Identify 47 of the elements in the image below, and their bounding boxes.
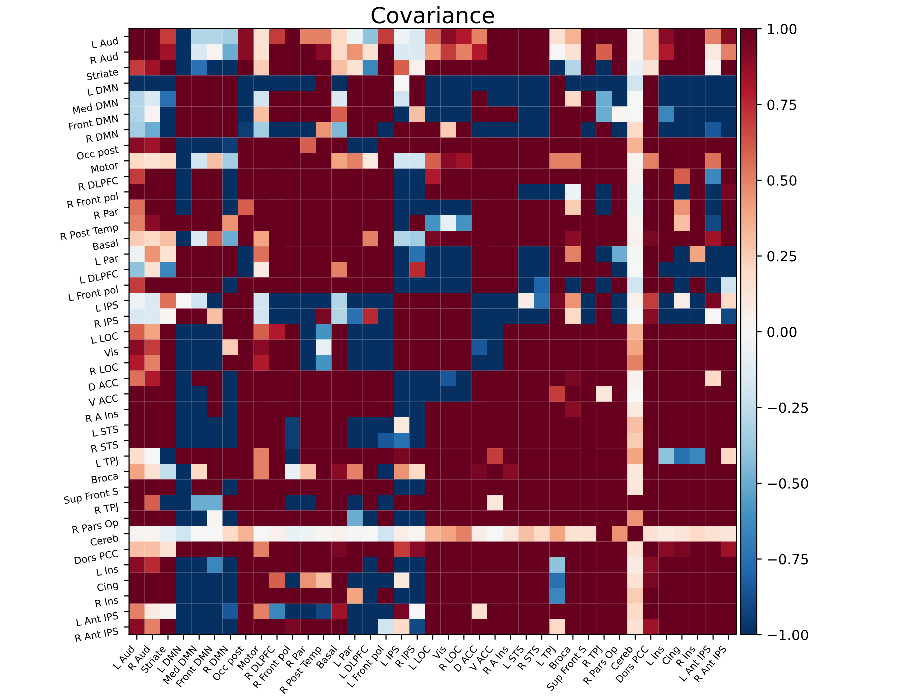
y-tick-label: R Front pol bbox=[67, 192, 119, 210]
y-tick-label: R LOC bbox=[90, 363, 119, 376]
y-tick-label: V ACC bbox=[88, 394, 119, 407]
y-tick-label: Occ post bbox=[76, 146, 120, 162]
color-bar-label: 0.50 bbox=[768, 175, 797, 186]
y-tick-label: L STS bbox=[92, 425, 119, 438]
y-tick-label: R Ant IPS bbox=[75, 627, 119, 642]
y-tick-label: D ACC bbox=[88, 378, 119, 392]
y-tick-label: Broca bbox=[92, 472, 118, 484]
y-tick-label: R DLPFC bbox=[78, 176, 119, 191]
y-tick-label: R Aud bbox=[90, 52, 118, 65]
color-bar-label: 0.75 bbox=[768, 100, 796, 110]
color-bar-label: 0.00 bbox=[768, 326, 797, 338]
y-tick-label: Motor bbox=[91, 161, 120, 174]
y-tick-label: L LOC bbox=[91, 332, 119, 344]
color-bar-label: 1.00 bbox=[768, 24, 797, 34]
y-tick-label: Front DMN bbox=[68, 114, 118, 131]
y-tick-label: L Aud bbox=[92, 36, 118, 49]
y-tick-label: L Ant IPS bbox=[76, 612, 119, 626]
y-tick-label: Cereb bbox=[90, 534, 119, 546]
y-tick-label: L TPJ bbox=[96, 456, 119, 470]
y-tick-label: R DMN bbox=[86, 130, 118, 143]
y-tick-label: L DMN bbox=[88, 84, 118, 96]
y-tick-label: Striate bbox=[86, 68, 119, 81]
y-tick-label: L DLPFC bbox=[80, 270, 119, 284]
y-tick-label: Dors PCC bbox=[74, 550, 119, 565]
y-tick-label: L IPS bbox=[96, 301, 119, 312]
y-tick-label: R Pars Op bbox=[72, 518, 120, 536]
chart-title: Covariance bbox=[372, 6, 494, 24]
color-bar-label: −0.50 bbox=[768, 478, 808, 489]
y-tick-label: R A Ins bbox=[86, 410, 119, 423]
y-tick-label: Basal bbox=[92, 238, 118, 251]
y-tick-label: R Par bbox=[94, 208, 120, 220]
y-tick-label: R IPS bbox=[94, 316, 119, 328]
color-bar-label: 0.25 bbox=[768, 251, 796, 262]
y-tick-label: R TPJ bbox=[94, 503, 119, 516]
y-tick-label: Cing bbox=[96, 580, 119, 594]
color-bar-label: −0.25 bbox=[768, 402, 808, 414]
y-tick-label: L Par bbox=[95, 254, 120, 266]
color-bar-label: −0.75 bbox=[768, 554, 808, 565]
y-tick-label: Med DMN bbox=[72, 99, 118, 114]
color-bar-label: −1.00 bbox=[768, 630, 808, 640]
x-tick-label: Vis bbox=[432, 645, 447, 660]
y-tick-label: Vis bbox=[104, 348, 119, 358]
y-tick-label: R STS bbox=[91, 441, 119, 453]
y-tick-label: R Ins bbox=[95, 596, 119, 608]
y-tick-label: L Ins bbox=[96, 565, 119, 576]
